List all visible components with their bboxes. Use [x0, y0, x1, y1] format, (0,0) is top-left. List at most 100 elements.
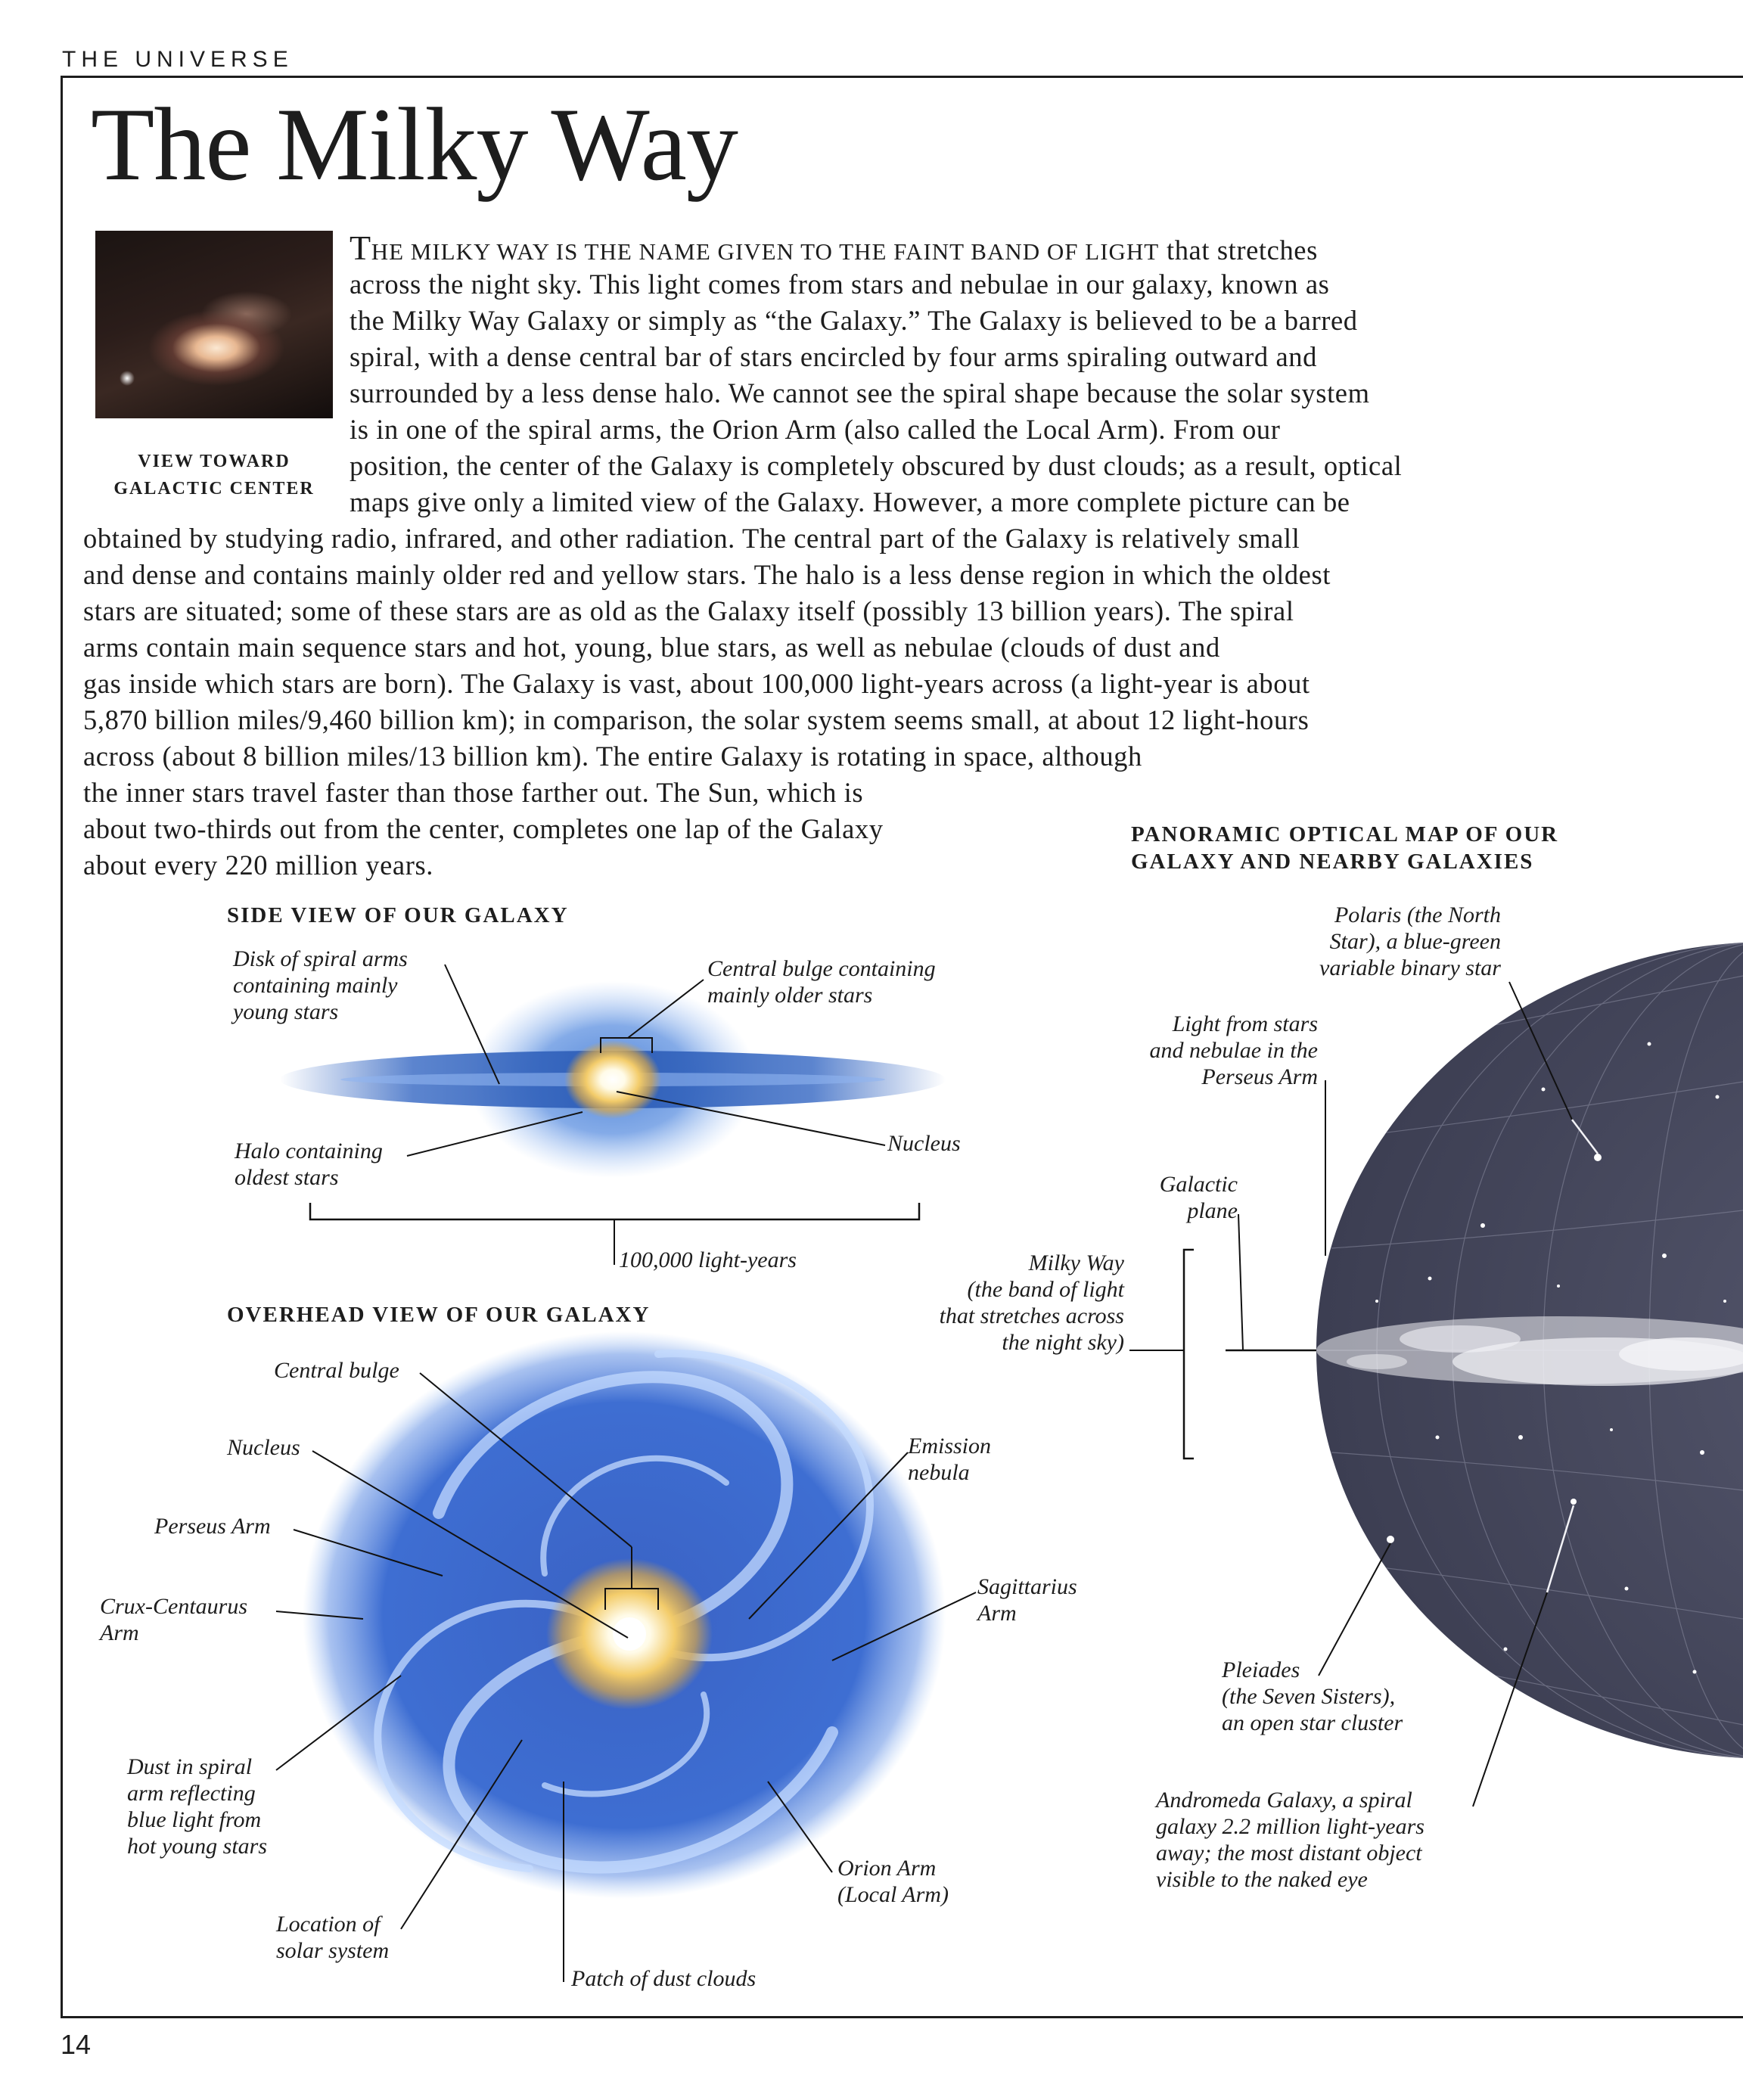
- label-line: arm reflecting: [127, 1781, 256, 1806]
- label-line: plane: [1187, 1198, 1238, 1223]
- intro-line: stars are situated; some of these stars …: [83, 595, 1294, 626]
- label-line: Orion Arm: [837, 1856, 937, 1881]
- intro-line: surrounded by a less dense halo. We cann…: [350, 377, 1370, 409]
- photo-caption-line: GALACTIC CENTER: [113, 479, 315, 499]
- intro-line: the Milky Way Galaxy or simply as “the G…: [350, 305, 1358, 336]
- label-galactic-plane: Galactic plane: [1160, 1171, 1238, 1224]
- label-orion-arm: Orion Arm (Local Arm): [837, 1855, 949, 1908]
- overhead-view-heading: OVERHEAD VIEW OF OUR GALAXY: [227, 1303, 651, 1327]
- side-view-heading: SIDE VIEW OF OUR GALAXY: [227, 903, 569, 927]
- label-patch-of-dust-clouds: Patch of dust clouds: [571, 1966, 757, 1991]
- label-line: containing mainly: [233, 973, 398, 998]
- label-line: young stars: [233, 999, 339, 1024]
- label-line: Location of: [276, 1912, 381, 1937]
- label-nucleus-overhead: Nucleus: [227, 1435, 300, 1460]
- label-line: Milky Way: [1028, 1250, 1124, 1275]
- label-line: Polaris (the North: [1334, 902, 1501, 927]
- label-line: nebula: [908, 1460, 970, 1485]
- label-andromeda: Andromeda Galaxy, a spiral galaxy 2.2 mi…: [1156, 1787, 1425, 1893]
- label-line: variable binary star: [1319, 955, 1501, 980]
- label-line: visible to the naked eye: [1156, 1867, 1368, 1892]
- label-line: hot young stars: [127, 1834, 268, 1859]
- heading-line: GALAXY AND NEARBY GALAXIES: [1131, 850, 1534, 874]
- intro-line: obtained by studying radio, infrared, an…: [83, 523, 1300, 554]
- frame-bottom-rule: [61, 2016, 1743, 2018]
- label-line: that stretches across: [939, 1303, 1124, 1328]
- heading-line: PANORAMIC OPTICAL MAP OF OUR: [1131, 822, 1559, 847]
- intro-line: and dense and contains mainly older red …: [83, 559, 1331, 590]
- label-line: blue light from: [127, 1807, 262, 1832]
- label-line: (the Seven Sisters),: [1222, 1684, 1396, 1709]
- intro-first-line: THE MILKY WAY IS THE NAME GIVEN TO THE F…: [350, 230, 1318, 270]
- label-line: Pleiades: [1222, 1657, 1300, 1682]
- panoramic-sky-map: [1129, 942, 1743, 1807]
- label-line: an open star cluster: [1222, 1710, 1403, 1735]
- label-line: Disk of spiral arms: [233, 946, 408, 971]
- page-title: The Milky Way: [91, 86, 738, 202]
- label-line: Sagittarius: [977, 1574, 1077, 1599]
- label-line: Halo containing: [235, 1139, 383, 1163]
- intro-line: 5,870 billion miles/9,460 billion km); i…: [83, 704, 1310, 735]
- label-line: Star), a blue-green: [1329, 929, 1501, 954]
- overhead-view-galaxy: [275, 1331, 977, 1982]
- label-emission-nebula: Emission nebula: [908, 1433, 991, 1486]
- label-milky-way-band: Milky Way (the band of light that stretc…: [940, 1250, 1124, 1356]
- smallcaps-lead: HE MILKY WAY IS THE NAME GIVEN TO THE FA…: [371, 238, 1160, 265]
- label-central-bulge-side: Central bulge containing mainly older st…: [707, 955, 936, 1008]
- galactic-center-photo: [95, 231, 333, 418]
- label-solar-system: Location of solar system: [276, 1911, 389, 1964]
- intro-line: is in one of the spiral arms, the Orion …: [350, 414, 1281, 445]
- label-line: Andromeda Galaxy, a spiral: [1156, 1788, 1412, 1813]
- label-perseus-light: Light from stars and nebulae in the Pers…: [1150, 1011, 1318, 1090]
- section-header: THE UNIVERSE: [62, 47, 294, 72]
- label-line: Light from stars: [1172, 1011, 1318, 1036]
- side-view-galaxy: [280, 964, 946, 1265]
- panoramic-map-heading: PANORAMIC OPTICAL MAP OF OUR GALAXY AND …: [1131, 821, 1558, 875]
- frame-left-rule: [61, 76, 63, 2018]
- label-scale: 100,000 light-years: [619, 1247, 797, 1272]
- label-pleiades: Pleiades (the Seven Sisters), an open st…: [1222, 1657, 1403, 1736]
- photo-caption: VIEW TOWARD GALACTIC CENTER: [95, 448, 333, 502]
- label-dust-in-spiral-arm: Dust in spiral arm reflecting blue light…: [127, 1754, 267, 1859]
- label-line: (Local Arm): [837, 1882, 949, 1907]
- label-line: Crux-Centaurus: [100, 1594, 247, 1619]
- drop-letter: T: [350, 228, 371, 267]
- label-polaris: Polaris (the North Star), a blue-green v…: [1319, 902, 1501, 981]
- intro-line: about two-thirds out from the center, co…: [83, 813, 884, 844]
- label-nucleus-side: Nucleus: [887, 1131, 961, 1156]
- intro-line: across (about 8 billion miles/13 billion…: [83, 741, 1142, 772]
- intro-line: the inner stars travel faster than those…: [83, 777, 864, 808]
- label-line: Arm: [100, 1620, 139, 1645]
- frame-top-rule: [61, 76, 1743, 78]
- label-line: and nebulae in the: [1149, 1038, 1318, 1063]
- photo-caption-line: VIEW TOWARD: [138, 452, 290, 471]
- page-number: 14: [61, 2029, 92, 2060]
- label-line: Perseus Arm: [1201, 1064, 1318, 1089]
- intro-line: position, the center of the Galaxy is co…: [350, 450, 1403, 481]
- intro-line: across the night sky. This light comes f…: [350, 269, 1330, 300]
- label-line: oldest stars: [235, 1165, 339, 1190]
- intro-line: about every 220 million years.: [83, 850, 433, 881]
- label-line: Emission: [908, 1434, 992, 1459]
- label-disk-of-spiral-arms: Disk of spiral arms containing mainly yo…: [233, 946, 408, 1025]
- label-line: mainly older stars: [707, 983, 873, 1008]
- label-crux-centaurus-arm: Crux-Centaurus Arm: [100, 1593, 247, 1646]
- label-central-bulge-overhead: Central bulge: [274, 1358, 399, 1383]
- label-line: Central bulge containing: [707, 956, 936, 981]
- intro-line: arms contain main sequence stars and hot…: [83, 632, 1220, 663]
- label-line: solar system: [276, 1938, 390, 1963]
- intro-line: gas inside which stars are born). The Ga…: [83, 668, 1310, 699]
- label-line: Galactic: [1159, 1172, 1238, 1197]
- label-perseus-arm: Perseus Arm: [154, 1514, 271, 1539]
- intro-line: spiral, with a dense central bar of star…: [350, 341, 1318, 372]
- label-line: galaxy 2.2 million light-years: [1156, 1814, 1425, 1839]
- label-line: Arm: [977, 1601, 1017, 1626]
- label-line: the night sky): [1002, 1330, 1124, 1355]
- label-line: (the band of light: [967, 1277, 1124, 1302]
- label-halo: Halo containing oldest stars: [235, 1138, 383, 1191]
- first-line-rest: that stretches: [1159, 235, 1318, 266]
- intro-line: maps give only a limited view of the Gal…: [350, 486, 1350, 517]
- label-line: Dust in spiral: [127, 1754, 253, 1779]
- label-sagittarius-arm: Sagittarius Arm: [977, 1573, 1077, 1626]
